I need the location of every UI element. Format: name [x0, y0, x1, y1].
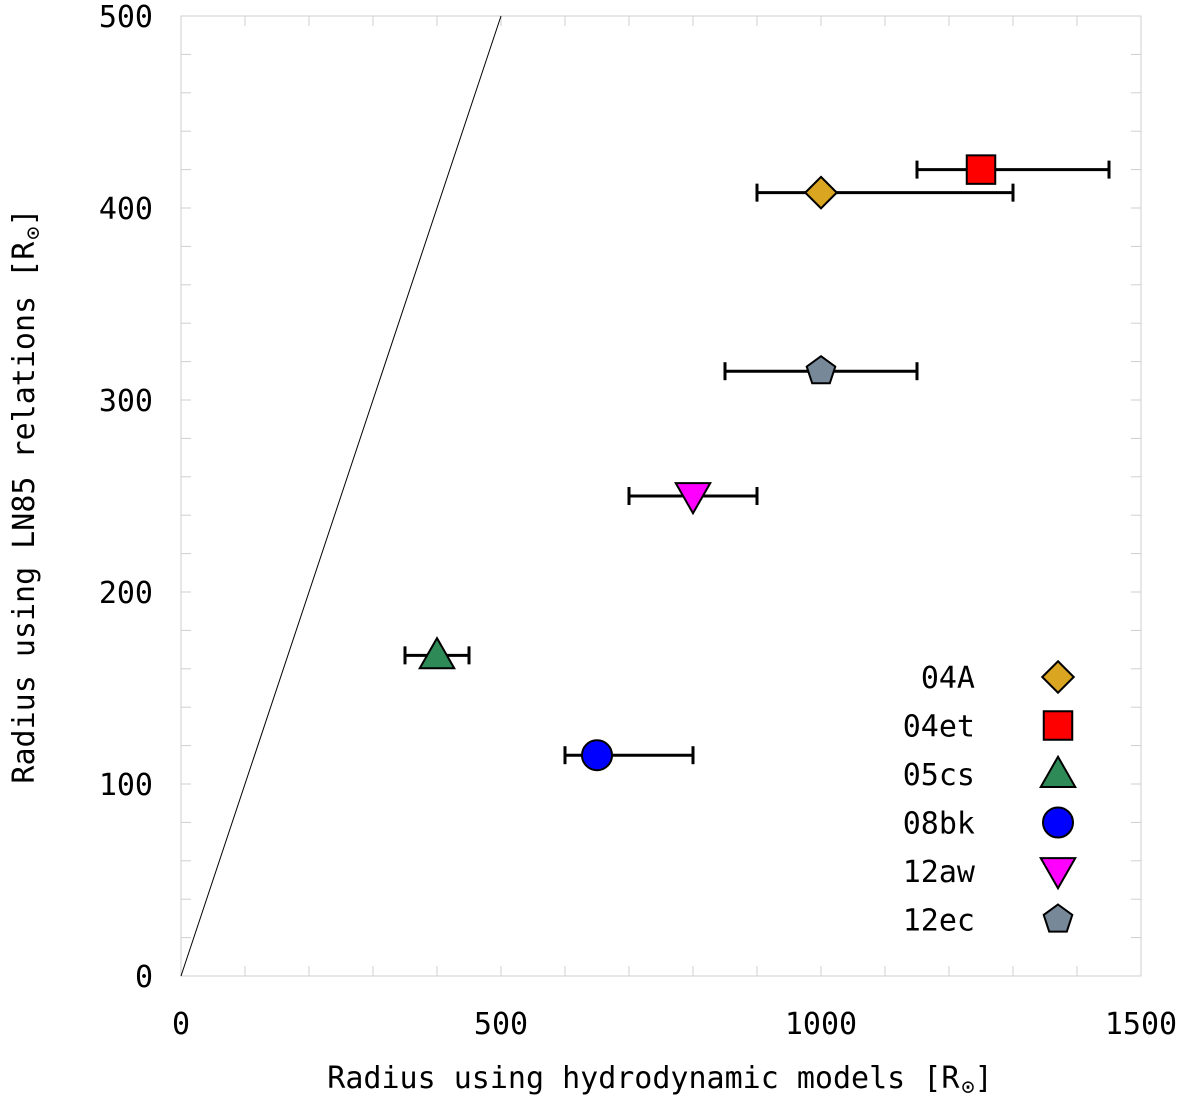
x-tick-label: 500: [474, 1007, 528, 1042]
point-05cs: [403, 636, 471, 670]
point-04A: [755, 175, 1015, 210]
y-tick-label: 300: [99, 384, 153, 419]
legend-label: 05cs: [903, 758, 975, 793]
legend-marker-pentagon: [1042, 903, 1074, 933]
marker-diamond: [803, 175, 839, 210]
legend-label: 04A: [921, 661, 975, 696]
minor-ticks: [181, 16, 1141, 976]
reference-line: [180, 15, 502, 977]
legend-label: 08bk: [903, 807, 975, 842]
point-08bk: [563, 739, 695, 772]
y-tick-label: 400: [99, 192, 153, 227]
legend-label: 12aw: [903, 855, 976, 890]
point-04et: [915, 154, 1111, 185]
legend-marker-triangle-up: [1039, 754, 1077, 788]
y-tick-label: 200: [99, 576, 153, 611]
point-12ec: [723, 354, 919, 385]
legend-label: 12ec: [903, 904, 975, 939]
x-axis-label: Radius using hydrodynamic models [R⊙]: [327, 1061, 992, 1100]
y-axis-label: Radius using LN85 relations [R⊙]: [7, 208, 46, 783]
x-tick-label: 1500: [1105, 1007, 1177, 1042]
data-points: [403, 154, 1111, 772]
y-tick-label: 500: [99, 0, 153, 35]
marker-square: [965, 154, 997, 185]
plot-frame: [180, 15, 1142, 977]
marker-circle: [581, 739, 613, 772]
marker-triangle-up: [418, 636, 456, 670]
x-tick-label: 1000: [785, 1007, 857, 1042]
marker-triangle-down: [674, 482, 712, 516]
marker-pentagon: [805, 354, 837, 385]
tick-labels: 0 500 1000 1500 0 100 200 300 400 500: [99, 0, 1177, 1042]
legend-marker-triangle-down: [1039, 857, 1077, 891]
legend: 04A 04et 05cs 08bk 12aw 12ec: [903, 659, 1077, 939]
legend-marker-square: [1042, 710, 1074, 741]
y-tick-label: 0: [135, 960, 153, 995]
legend-marker-circle: [1042, 806, 1074, 839]
legend-marker-diamond: [1040, 659, 1076, 695]
point-12aw: [627, 482, 759, 516]
y-tick-label: 100: [99, 768, 153, 803]
x-tick-label: 0: [172, 1007, 190, 1042]
legend-label: 04et: [903, 710, 975, 745]
